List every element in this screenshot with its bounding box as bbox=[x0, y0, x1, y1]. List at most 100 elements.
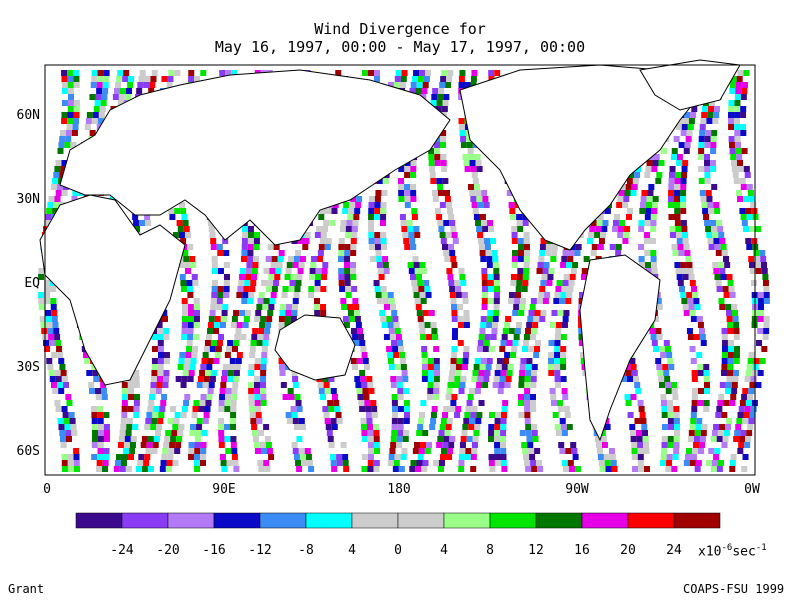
divergence-cell bbox=[524, 376, 531, 382]
divergence-cell bbox=[231, 394, 238, 400]
divergence-cell bbox=[356, 358, 363, 364]
divergence-cell bbox=[386, 316, 393, 322]
divergence-cell bbox=[732, 370, 739, 376]
divergence-cell bbox=[726, 370, 733, 376]
divergence-cell bbox=[52, 388, 59, 394]
divergence-cell bbox=[497, 388, 504, 394]
divergence-cell bbox=[712, 232, 719, 238]
divergence-cell bbox=[440, 238, 447, 244]
divergence-cell bbox=[689, 280, 696, 286]
divergence-cell bbox=[43, 220, 50, 226]
divergence-cell bbox=[565, 298, 572, 304]
divergence-cell bbox=[182, 250, 189, 256]
divergence-cell bbox=[488, 226, 495, 232]
divergence-cell bbox=[712, 118, 719, 124]
divergence-cell bbox=[217, 292, 224, 298]
divergence-cell bbox=[429, 166, 436, 172]
divergence-cell bbox=[676, 160, 683, 166]
colorbar-tick-label: 4 bbox=[440, 543, 448, 558]
divergence-cell bbox=[67, 112, 74, 118]
divergence-cell bbox=[67, 94, 74, 100]
divergence-cell bbox=[726, 418, 733, 424]
divergence-cell bbox=[523, 250, 530, 256]
divergence-cell bbox=[190, 358, 197, 364]
divergence-cell bbox=[683, 460, 690, 466]
divergence-cell bbox=[690, 454, 697, 460]
divergence-cell bbox=[734, 430, 741, 436]
divergence-cell bbox=[296, 466, 303, 472]
divergence-cell bbox=[484, 370, 491, 376]
divergence-cell bbox=[120, 460, 127, 466]
divergence-cell bbox=[518, 400, 525, 406]
divergence-cell bbox=[546, 280, 553, 286]
divergence-cell bbox=[729, 466, 736, 472]
divergence-cell bbox=[721, 364, 728, 370]
divergence-cell bbox=[605, 466, 612, 472]
divergence-cell bbox=[707, 112, 714, 118]
divergence-cell bbox=[448, 442, 455, 448]
divergence-cell bbox=[187, 304, 194, 310]
divergence-cell bbox=[156, 376, 163, 382]
divergence-cell bbox=[537, 262, 544, 268]
divergence-cell bbox=[55, 376, 62, 382]
divergence-cell bbox=[468, 154, 475, 160]
divergence-cell bbox=[169, 214, 176, 220]
divergence-cell bbox=[89, 388, 96, 394]
divergence-cell bbox=[532, 322, 539, 328]
divergence-cell bbox=[714, 244, 721, 250]
divergence-cell bbox=[692, 292, 699, 298]
divergence-cell bbox=[90, 406, 97, 412]
divergence-cell bbox=[637, 466, 644, 472]
divergence-cell bbox=[445, 424, 452, 430]
divergence-cell bbox=[500, 436, 507, 442]
divergence-cell bbox=[451, 262, 458, 268]
divergence-cell bbox=[46, 322, 53, 328]
divergence-cell bbox=[103, 76, 110, 82]
divergence-cell bbox=[319, 238, 326, 244]
divergence-cell bbox=[181, 316, 188, 322]
divergence-cell bbox=[674, 262, 681, 268]
divergence-cell bbox=[194, 442, 201, 448]
divergence-cell bbox=[691, 394, 698, 400]
divergence-cell bbox=[193, 310, 200, 316]
divergence-cell bbox=[193, 400, 200, 406]
divergence-cell bbox=[493, 274, 500, 280]
divergence-cell bbox=[726, 274, 733, 280]
divergence-cell bbox=[341, 304, 348, 310]
divergence-cell bbox=[411, 280, 418, 286]
divergence-cell bbox=[163, 442, 170, 448]
divergence-cell bbox=[161, 394, 168, 400]
divergence-cell bbox=[745, 436, 752, 442]
divergence-cell bbox=[651, 166, 658, 172]
divergence-cell bbox=[732, 376, 739, 382]
divergence-cell bbox=[701, 424, 708, 430]
divergence-cell bbox=[157, 346, 164, 352]
divergence-cell bbox=[674, 190, 681, 196]
divergence-cell bbox=[567, 460, 574, 466]
divergence-cell bbox=[323, 412, 330, 418]
divergence-cell bbox=[451, 394, 458, 400]
divergence-cell bbox=[344, 268, 351, 274]
divergence-cell bbox=[397, 394, 404, 400]
divergence-cell bbox=[637, 460, 644, 466]
divergence-cell bbox=[181, 334, 188, 340]
divergence-cell bbox=[424, 448, 431, 454]
colorbar-tick-label: 16 bbox=[574, 543, 590, 558]
divergence-cell bbox=[609, 454, 616, 460]
divergence-cell bbox=[103, 70, 110, 76]
divergence-cell bbox=[440, 76, 447, 82]
divergence-cell bbox=[218, 406, 225, 412]
divergence-cell bbox=[73, 118, 80, 124]
divergence-cell bbox=[394, 364, 401, 370]
divergence-cell bbox=[67, 82, 74, 88]
divergence-cell bbox=[481, 292, 488, 298]
divergence-cell bbox=[465, 448, 472, 454]
divergence-cell bbox=[713, 112, 720, 118]
divergence-cell bbox=[371, 412, 378, 418]
divergence-cell bbox=[323, 382, 330, 388]
divergence-cell bbox=[674, 208, 681, 214]
divergence-cell bbox=[500, 442, 507, 448]
divergence-cell bbox=[294, 424, 301, 430]
divergence-cell bbox=[380, 238, 387, 244]
